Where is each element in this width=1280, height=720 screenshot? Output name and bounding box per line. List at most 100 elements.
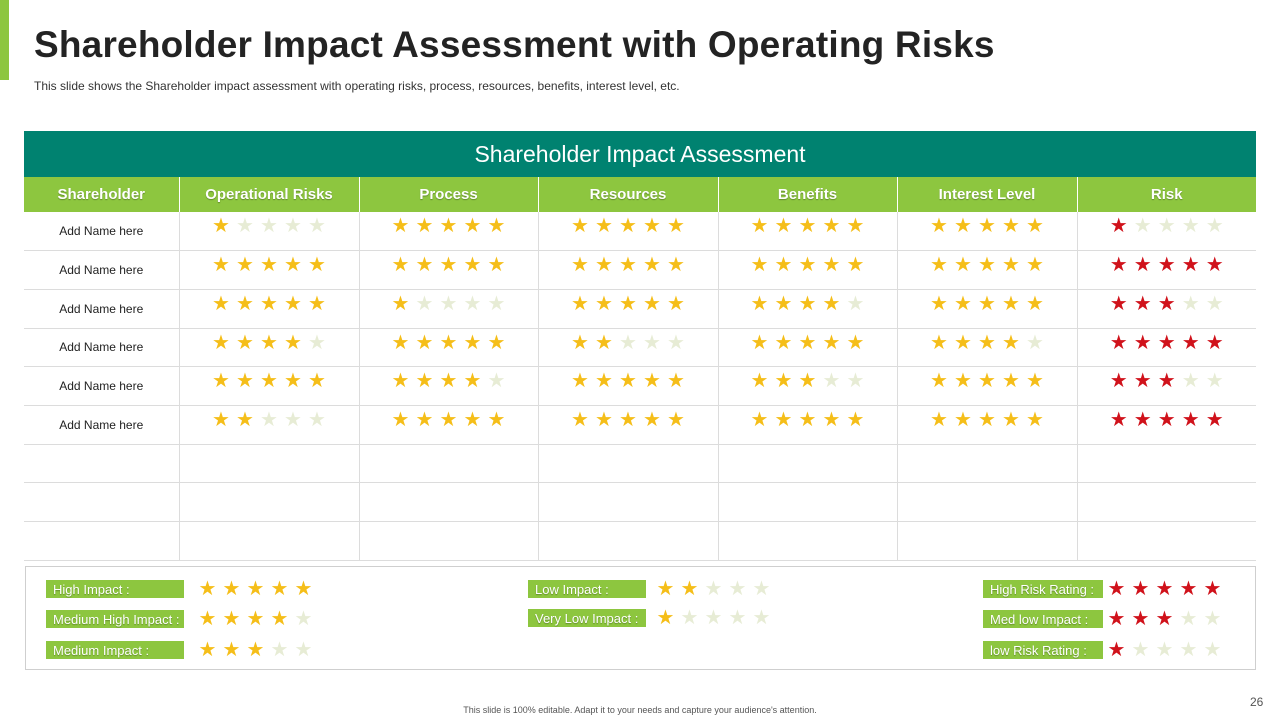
star-filled-icon: ★ xyxy=(1133,370,1152,393)
star-filled-icon: ★ xyxy=(212,370,230,393)
star-filled-icon: ★ xyxy=(463,408,482,431)
star-empty-icon: ★ xyxy=(1157,215,1176,237)
ratings-table: Shareholder Operational Risks Process Re… xyxy=(24,177,1256,561)
empty-cell xyxy=(1077,521,1256,561)
star-filled-icon: ★ xyxy=(595,331,613,354)
star-filled-icon: ★ xyxy=(822,215,841,237)
star-empty-icon: ★ xyxy=(1026,331,1044,354)
star-filled-icon: ★ xyxy=(954,215,972,237)
legend-stars: ★ ★ ★ ★ ★ xyxy=(656,578,771,600)
empty-cell xyxy=(359,482,539,522)
star-empty-icon: ★ xyxy=(308,331,326,354)
star-empty-icon: ★ xyxy=(667,331,685,354)
table-row: Add Name here ★ ★ ★ ★ ★ ★ ★ ★ ★ ★ ★ ★ ★ ★ ★ ★ ★ ★ ★ ★ ★ ★ ★ ★ ★ ★ ★… xyxy=(24,289,1256,329)
star-rating: ★ ★ ★ ★ ★ xyxy=(930,254,1045,276)
page-subtitle: This slide shows the Shareholder impact … xyxy=(34,79,680,93)
star-filled-icon: ★ xyxy=(798,331,817,354)
star-rating: ★ ★ ★ ★ ★ xyxy=(750,409,865,431)
star-filled-icon: ★ xyxy=(595,292,613,315)
star-filled-icon: ★ xyxy=(619,215,637,237)
legend-label: High Risk Rating : xyxy=(983,580,1103,598)
star-filled-icon: ★ xyxy=(1133,292,1152,315)
star-filled-icon: ★ xyxy=(391,408,410,431)
star-filled-icon: ★ xyxy=(270,608,289,630)
star-filled-icon: ★ xyxy=(1002,370,1020,393)
star-filled-icon: ★ xyxy=(391,215,410,237)
rating-cell: ★ ★ ★ ★ ★ xyxy=(538,366,719,406)
star-filled-icon: ★ xyxy=(415,331,434,354)
star-filled-icon: ★ xyxy=(1181,331,1200,354)
col-header-operational-risks: Operational Risks xyxy=(179,177,360,212)
empty-cell xyxy=(718,521,898,561)
star-empty-icon: ★ xyxy=(294,608,313,630)
empty-cell xyxy=(538,482,719,522)
star-empty-icon: ★ xyxy=(1131,639,1150,661)
legend-stars: ★ ★ ★ ★ ★ xyxy=(1107,608,1222,630)
rating-cell: ★ ★ ★ ★ ★ xyxy=(718,328,898,368)
rating-cell: ★ ★ ★ ★ ★ xyxy=(179,328,360,368)
star-filled-icon: ★ xyxy=(415,408,434,431)
rating-cell: ★ ★ ★ ★ ★ xyxy=(1077,250,1256,290)
star-empty-icon: ★ xyxy=(260,408,278,431)
legend-label: Med low Impact : xyxy=(983,610,1103,628)
star-filled-icon: ★ xyxy=(954,331,972,354)
star-rating: ★ ★ ★ ★ ★ xyxy=(750,332,865,354)
legend-item: low Risk Rating : ★ ★ ★ ★ ★ xyxy=(983,639,1222,661)
table-body: Add Name here ★ ★ ★ ★ ★ ★ ★ ★ ★ ★ ★ ★ ★ ★ ★ ★ ★ ★ ★ ★ ★ ★ ★ ★ ★ ★ ★… xyxy=(24,212,1256,561)
star-filled-icon: ★ xyxy=(1107,608,1126,630)
star-empty-icon: ★ xyxy=(728,607,747,629)
rating-legend: High Impact : ★ ★ ★ ★ ★ Medium High Impact : ★… xyxy=(25,566,1256,670)
star-filled-icon: ★ xyxy=(487,215,506,237)
star-rating: ★ ★ ★ ★ ★ xyxy=(1109,254,1224,276)
star-filled-icon: ★ xyxy=(571,254,589,277)
star-filled-icon: ★ xyxy=(643,408,661,431)
table-row: Add Name here ★ ★ ★ ★ ★ ★ ★ ★ ★ ★ ★ ★ ★ ★ ★ ★ ★ ★ ★ ★ ★ ★ ★ ★ ★ ★ ★… xyxy=(24,366,1256,406)
star-filled-icon: ★ xyxy=(978,370,996,393)
star-filled-icon: ★ xyxy=(930,215,948,237)
star-filled-icon: ★ xyxy=(236,370,254,393)
star-filled-icon: ★ xyxy=(978,331,996,354)
star-filled-icon: ★ xyxy=(1026,292,1044,315)
rating-cell: ★ ★ ★ ★ ★ xyxy=(538,212,719,252)
star-empty-icon: ★ xyxy=(439,292,458,315)
shareholder-name: Add Name here xyxy=(24,328,180,368)
rating-cell: ★ ★ ★ ★ ★ xyxy=(179,405,360,445)
star-filled-icon: ★ xyxy=(439,254,458,277)
star-filled-icon: ★ xyxy=(1002,292,1020,315)
star-filled-icon: ★ xyxy=(463,370,482,393)
star-filled-icon: ★ xyxy=(391,292,410,315)
star-filled-icon: ★ xyxy=(1133,408,1152,431)
star-empty-icon: ★ xyxy=(284,408,302,431)
star-filled-icon: ★ xyxy=(212,292,230,315)
star-rating: ★ ★ ★ ★ ★ xyxy=(391,332,506,354)
star-empty-icon: ★ xyxy=(1203,639,1222,661)
star-rating: ★ ★ ★ ★ ★ xyxy=(391,409,506,431)
star-filled-icon: ★ xyxy=(1181,408,1200,431)
star-filled-icon: ★ xyxy=(463,254,482,277)
rating-cell: ★ ★ ★ ★ ★ xyxy=(718,212,898,252)
star-filled-icon: ★ xyxy=(846,254,865,277)
rating-cell: ★ ★ ★ ★ ★ xyxy=(897,289,1078,329)
star-rating: ★ ★ ★ ★ ★ xyxy=(571,409,686,431)
star-empty-icon: ★ xyxy=(260,215,278,237)
star-filled-icon: ★ xyxy=(774,331,793,354)
star-filled-icon: ★ xyxy=(236,292,254,315)
star-filled-icon: ★ xyxy=(1109,370,1128,393)
empty-cell xyxy=(179,482,360,522)
legend-stars: ★ ★ ★ ★ ★ xyxy=(656,607,771,629)
star-filled-icon: ★ xyxy=(619,254,637,277)
star-filled-icon: ★ xyxy=(978,292,996,315)
star-filled-icon: ★ xyxy=(439,370,458,393)
star-filled-icon: ★ xyxy=(439,215,458,237)
star-empty-icon: ★ xyxy=(1179,608,1198,630)
legend-label: Low Impact : xyxy=(528,580,646,598)
legend-item: Med low Impact : ★ ★ ★ ★ ★ xyxy=(983,608,1222,630)
empty-cell xyxy=(897,521,1078,561)
star-empty-icon: ★ xyxy=(1181,370,1200,393)
star-filled-icon: ★ xyxy=(619,408,637,431)
star-filled-icon: ★ xyxy=(750,254,769,277)
rating-cell: ★ ★ ★ ★ ★ xyxy=(179,212,360,252)
star-filled-icon: ★ xyxy=(667,292,685,315)
star-rating: ★ ★ ★ ★ ★ xyxy=(571,332,686,354)
star-filled-icon: ★ xyxy=(308,254,326,277)
